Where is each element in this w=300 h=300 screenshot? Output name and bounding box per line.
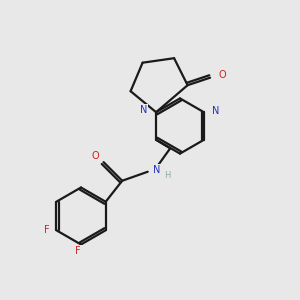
Text: F: F [44,225,50,235]
Text: H: H [164,171,171,180]
Text: N: N [140,105,148,115]
Text: N: N [212,106,220,116]
Text: N: N [153,165,160,175]
Text: O: O [218,70,226,80]
Text: O: O [92,151,99,160]
Text: F: F [75,246,81,256]
